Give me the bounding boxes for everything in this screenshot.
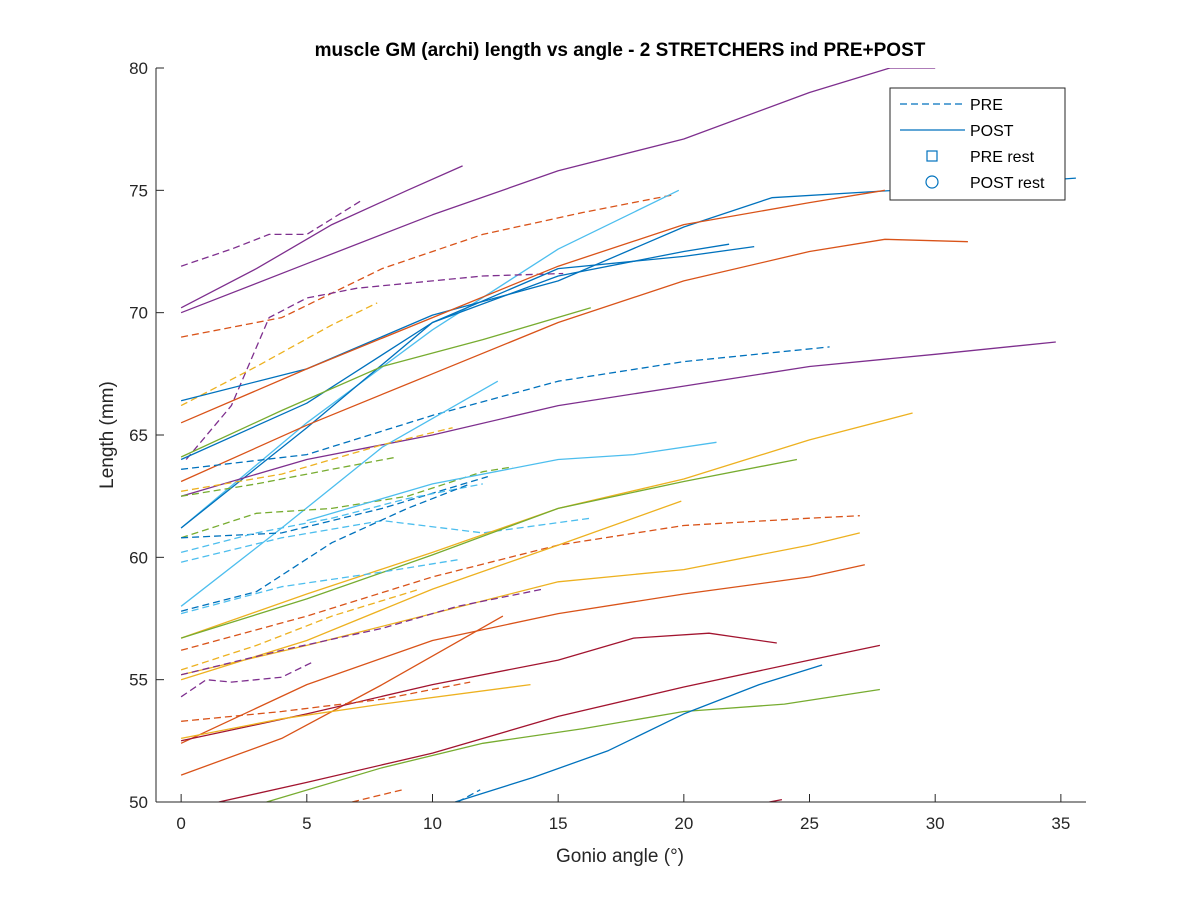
series-line-15 — [180, 341, 1056, 497]
x-tick-label: 35 — [1051, 814, 1070, 833]
series-line-26 — [180, 483, 471, 612]
series-line-39 — [218, 644, 881, 802]
series-line-38 — [180, 683, 531, 740]
y-tick-label: 60 — [129, 548, 148, 567]
series-line-17 — [180, 427, 453, 492]
legend-label: POST rest — [970, 175, 1045, 192]
series-line-3 — [180, 199, 363, 267]
x-tick-label: 10 — [423, 814, 442, 833]
x-tick-label: 25 — [800, 814, 819, 833]
series-line-23 — [180, 517, 591, 563]
series-line-13 — [180, 238, 968, 483]
legend-circle-marker — [925, 175, 939, 189]
series-line-5 — [180, 189, 680, 529]
series-line-12 — [180, 307, 591, 458]
series-line-20 — [306, 441, 717, 522]
x-tick-label: 5 — [302, 814, 311, 833]
legend-label: PRE rest — [970, 149, 1035, 166]
series-line-11 — [180, 245, 755, 529]
series-line-31 — [180, 588, 421, 671]
y-tick-label: 65 — [129, 426, 148, 445]
series-line-2 — [180, 68, 936, 314]
chart-title: muscle GM (archi) length vs angle - 2 ST… — [315, 40, 926, 61]
series-line-25 — [180, 458, 798, 639]
series-line-9 — [180, 189, 886, 424]
axes-layer: 0 5 10 15 20 25 30 35 50 55 60 65 70 75 80 — [129, 59, 1086, 833]
series-layer — [180, 68, 1076, 802]
x-tick-label: 20 — [674, 814, 693, 833]
series-line-40 — [266, 688, 880, 802]
series-line-10 — [180, 243, 730, 461]
y-tick-label: 80 — [129, 59, 148, 78]
series-line-27 — [180, 559, 458, 615]
y-tick-label: 50 — [129, 793, 148, 812]
series-line-4 — [180, 194, 672, 338]
series-line-30 — [180, 532, 860, 676]
legend-label: PRE — [970, 97, 1003, 114]
series-line-22 — [180, 483, 483, 554]
legend-label: POST — [970, 123, 1014, 140]
x-axis-label: Gonio angle (°) — [556, 846, 684, 867]
y-tick-label: 75 — [129, 181, 148, 200]
series-line-42 — [351, 789, 403, 802]
series-line-41 — [454, 664, 823, 802]
legend-box — [889, 87, 1066, 201]
series-line-21 — [181, 475, 488, 539]
series-line-43 — [457, 789, 481, 802]
series-line-33 — [180, 564, 865, 744]
series-line-1 — [180, 165, 463, 309]
series-line-36 — [180, 632, 777, 742]
legend: PRE POST PRE rest POST rest — [889, 87, 1066, 201]
series-line-14 — [181, 346, 830, 470]
x-tick-label: 30 — [926, 814, 945, 833]
x-tick-label: 15 — [549, 814, 568, 833]
series-line-29 — [180, 500, 682, 681]
series-line-6 — [185, 272, 564, 460]
y-tick-label: 55 — [129, 671, 148, 690]
series-line-34 — [180, 661, 313, 698]
x-tick-label: 0 — [176, 814, 185, 833]
series-line-37 — [181, 681, 471, 722]
series-line-16 — [180, 380, 499, 607]
y-tick-label: 70 — [129, 304, 148, 323]
series-line-7 — [180, 302, 378, 407]
series-line-18 — [180, 456, 398, 497]
legend-square-marker — [926, 150, 938, 162]
y-axis-label: Length (mm) — [97, 381, 118, 489]
series-line-32 — [180, 588, 544, 676]
